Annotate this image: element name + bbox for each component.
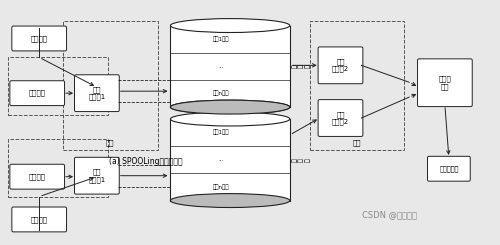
FancyBboxPatch shape [74,75,119,111]
Bar [170,119,290,201]
Text: 输出进程: 输出进程 [30,216,48,223]
Text: 辙入
缓冲区2: 辙入 缓冲区2 [332,58,349,73]
Text: (a) SPOOLing的工作原理: (a) SPOOLing的工作原理 [109,157,182,166]
FancyBboxPatch shape [12,26,66,51]
Ellipse shape [170,19,290,33]
Bar [8,57,108,115]
FancyBboxPatch shape [418,59,472,107]
Bar [8,139,108,196]
FancyBboxPatch shape [10,81,64,106]
Bar [310,21,404,150]
Bar [63,21,158,150]
Ellipse shape [170,112,290,126]
Text: 输出设备: 输出设备 [28,173,46,180]
FancyBboxPatch shape [318,47,363,84]
Text: 井管理
程序: 井管理 程序 [438,76,452,90]
FancyBboxPatch shape [12,207,66,232]
Text: 输出
缓冲区2: 输出 缓冲区2 [332,111,349,125]
FancyBboxPatch shape [10,164,64,189]
Text: 输
出
井: 输 出 井 [292,158,310,162]
Text: ...: ... [218,64,224,69]
Text: 作世1输入: 作世1输入 [213,36,230,42]
Text: 作世1输出: 作世1输出 [213,130,230,135]
Ellipse shape [170,194,290,208]
Bar [170,25,290,107]
FancyBboxPatch shape [74,157,119,194]
Text: 作世n输入: 作世n输入 [213,91,230,96]
Text: 内存: 内存 [106,140,114,146]
Text: ...: ... [218,157,224,162]
Text: 作世n输出: 作世n输出 [213,184,230,190]
Text: 运行的作业: 运行的作业 [439,165,458,172]
Ellipse shape [170,100,290,114]
Text: 内存: 内存 [352,140,360,146]
Ellipse shape [170,100,290,114]
FancyBboxPatch shape [428,156,470,181]
Text: CSDN @独行的喵: CSDN @独行的喵 [362,210,416,219]
Text: 输出
缓冲区1: 输出 缓冲区1 [88,169,106,183]
Text: 输
入
井: 输 入 井 [292,64,310,68]
Text: 输入进程: 输入进程 [30,35,48,42]
Text: 输入设备: 输入设备 [28,90,46,97]
Text: 输入
缓冲区1: 输入 缓冲区1 [88,86,106,100]
FancyBboxPatch shape [318,100,363,136]
